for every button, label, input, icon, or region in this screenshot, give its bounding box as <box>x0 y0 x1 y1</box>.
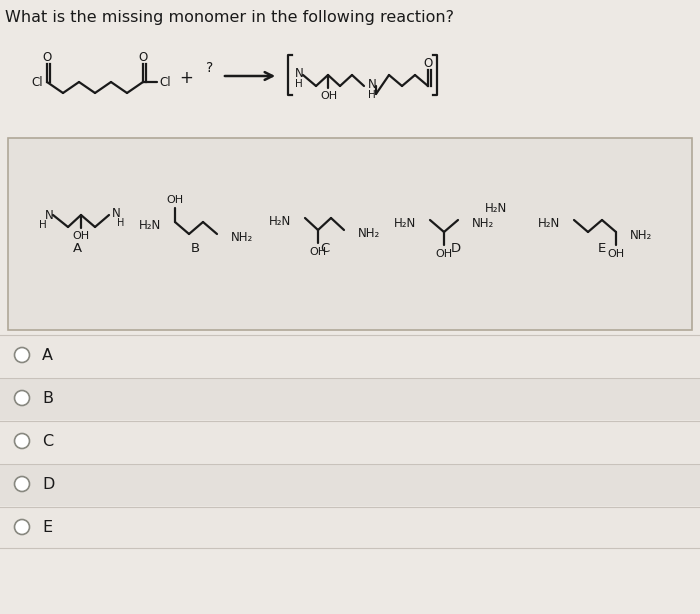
Text: O: O <box>139 50 148 63</box>
Text: OH: OH <box>435 249 453 259</box>
Text: ?: ? <box>206 61 214 75</box>
Text: D: D <box>42 476 55 491</box>
Bar <box>0 421 700 463</box>
Text: N: N <box>111 206 120 219</box>
Text: N: N <box>295 66 303 79</box>
Text: E: E <box>598 241 606 254</box>
Text: Cl: Cl <box>32 76 43 88</box>
Text: H: H <box>295 79 303 89</box>
Text: O: O <box>424 56 433 69</box>
Text: N: N <box>368 77 377 90</box>
Circle shape <box>15 476 29 491</box>
Bar <box>0 378 700 420</box>
Text: NH₂: NH₂ <box>472 217 494 230</box>
Text: H₂N: H₂N <box>139 219 161 231</box>
Text: H₂N: H₂N <box>485 201 508 214</box>
Text: A: A <box>42 348 53 362</box>
Text: OH: OH <box>309 247 327 257</box>
Text: OH: OH <box>167 195 183 205</box>
Text: C: C <box>321 241 330 254</box>
Circle shape <box>15 519 29 535</box>
Text: H₂N: H₂N <box>538 217 560 230</box>
Text: D: D <box>451 241 461 254</box>
Text: H₂N: H₂N <box>269 214 291 228</box>
Bar <box>0 464 700 506</box>
Bar <box>0 335 700 377</box>
Text: NH₂: NH₂ <box>231 230 253 244</box>
Bar <box>0 507 700 549</box>
Text: O: O <box>43 50 52 63</box>
Text: B: B <box>190 241 199 254</box>
Circle shape <box>15 348 29 362</box>
Text: H: H <box>39 220 47 230</box>
Text: What is the missing monomer in the following reaction?: What is the missing monomer in the follo… <box>5 10 454 25</box>
Text: B: B <box>42 391 53 405</box>
Text: H: H <box>368 90 376 100</box>
Text: OH: OH <box>321 91 337 101</box>
Text: +: + <box>179 69 193 87</box>
Text: NH₂: NH₂ <box>630 228 652 241</box>
Text: Cl: Cl <box>159 76 171 88</box>
Text: NH₂: NH₂ <box>358 227 380 239</box>
Text: E: E <box>42 519 52 535</box>
Text: C: C <box>42 433 53 448</box>
Circle shape <box>15 433 29 448</box>
Circle shape <box>15 391 29 405</box>
Text: H₂N: H₂N <box>393 217 416 230</box>
Text: OH: OH <box>72 231 90 241</box>
FancyBboxPatch shape <box>8 138 692 330</box>
Text: A: A <box>72 241 82 254</box>
Text: H: H <box>118 218 125 228</box>
Text: OH: OH <box>608 249 624 259</box>
Text: N: N <box>45 209 53 222</box>
